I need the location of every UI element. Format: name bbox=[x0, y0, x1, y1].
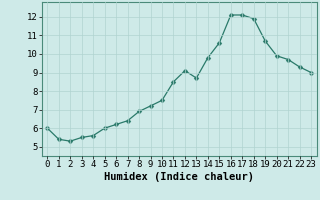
X-axis label: Humidex (Indice chaleur): Humidex (Indice chaleur) bbox=[104, 172, 254, 182]
